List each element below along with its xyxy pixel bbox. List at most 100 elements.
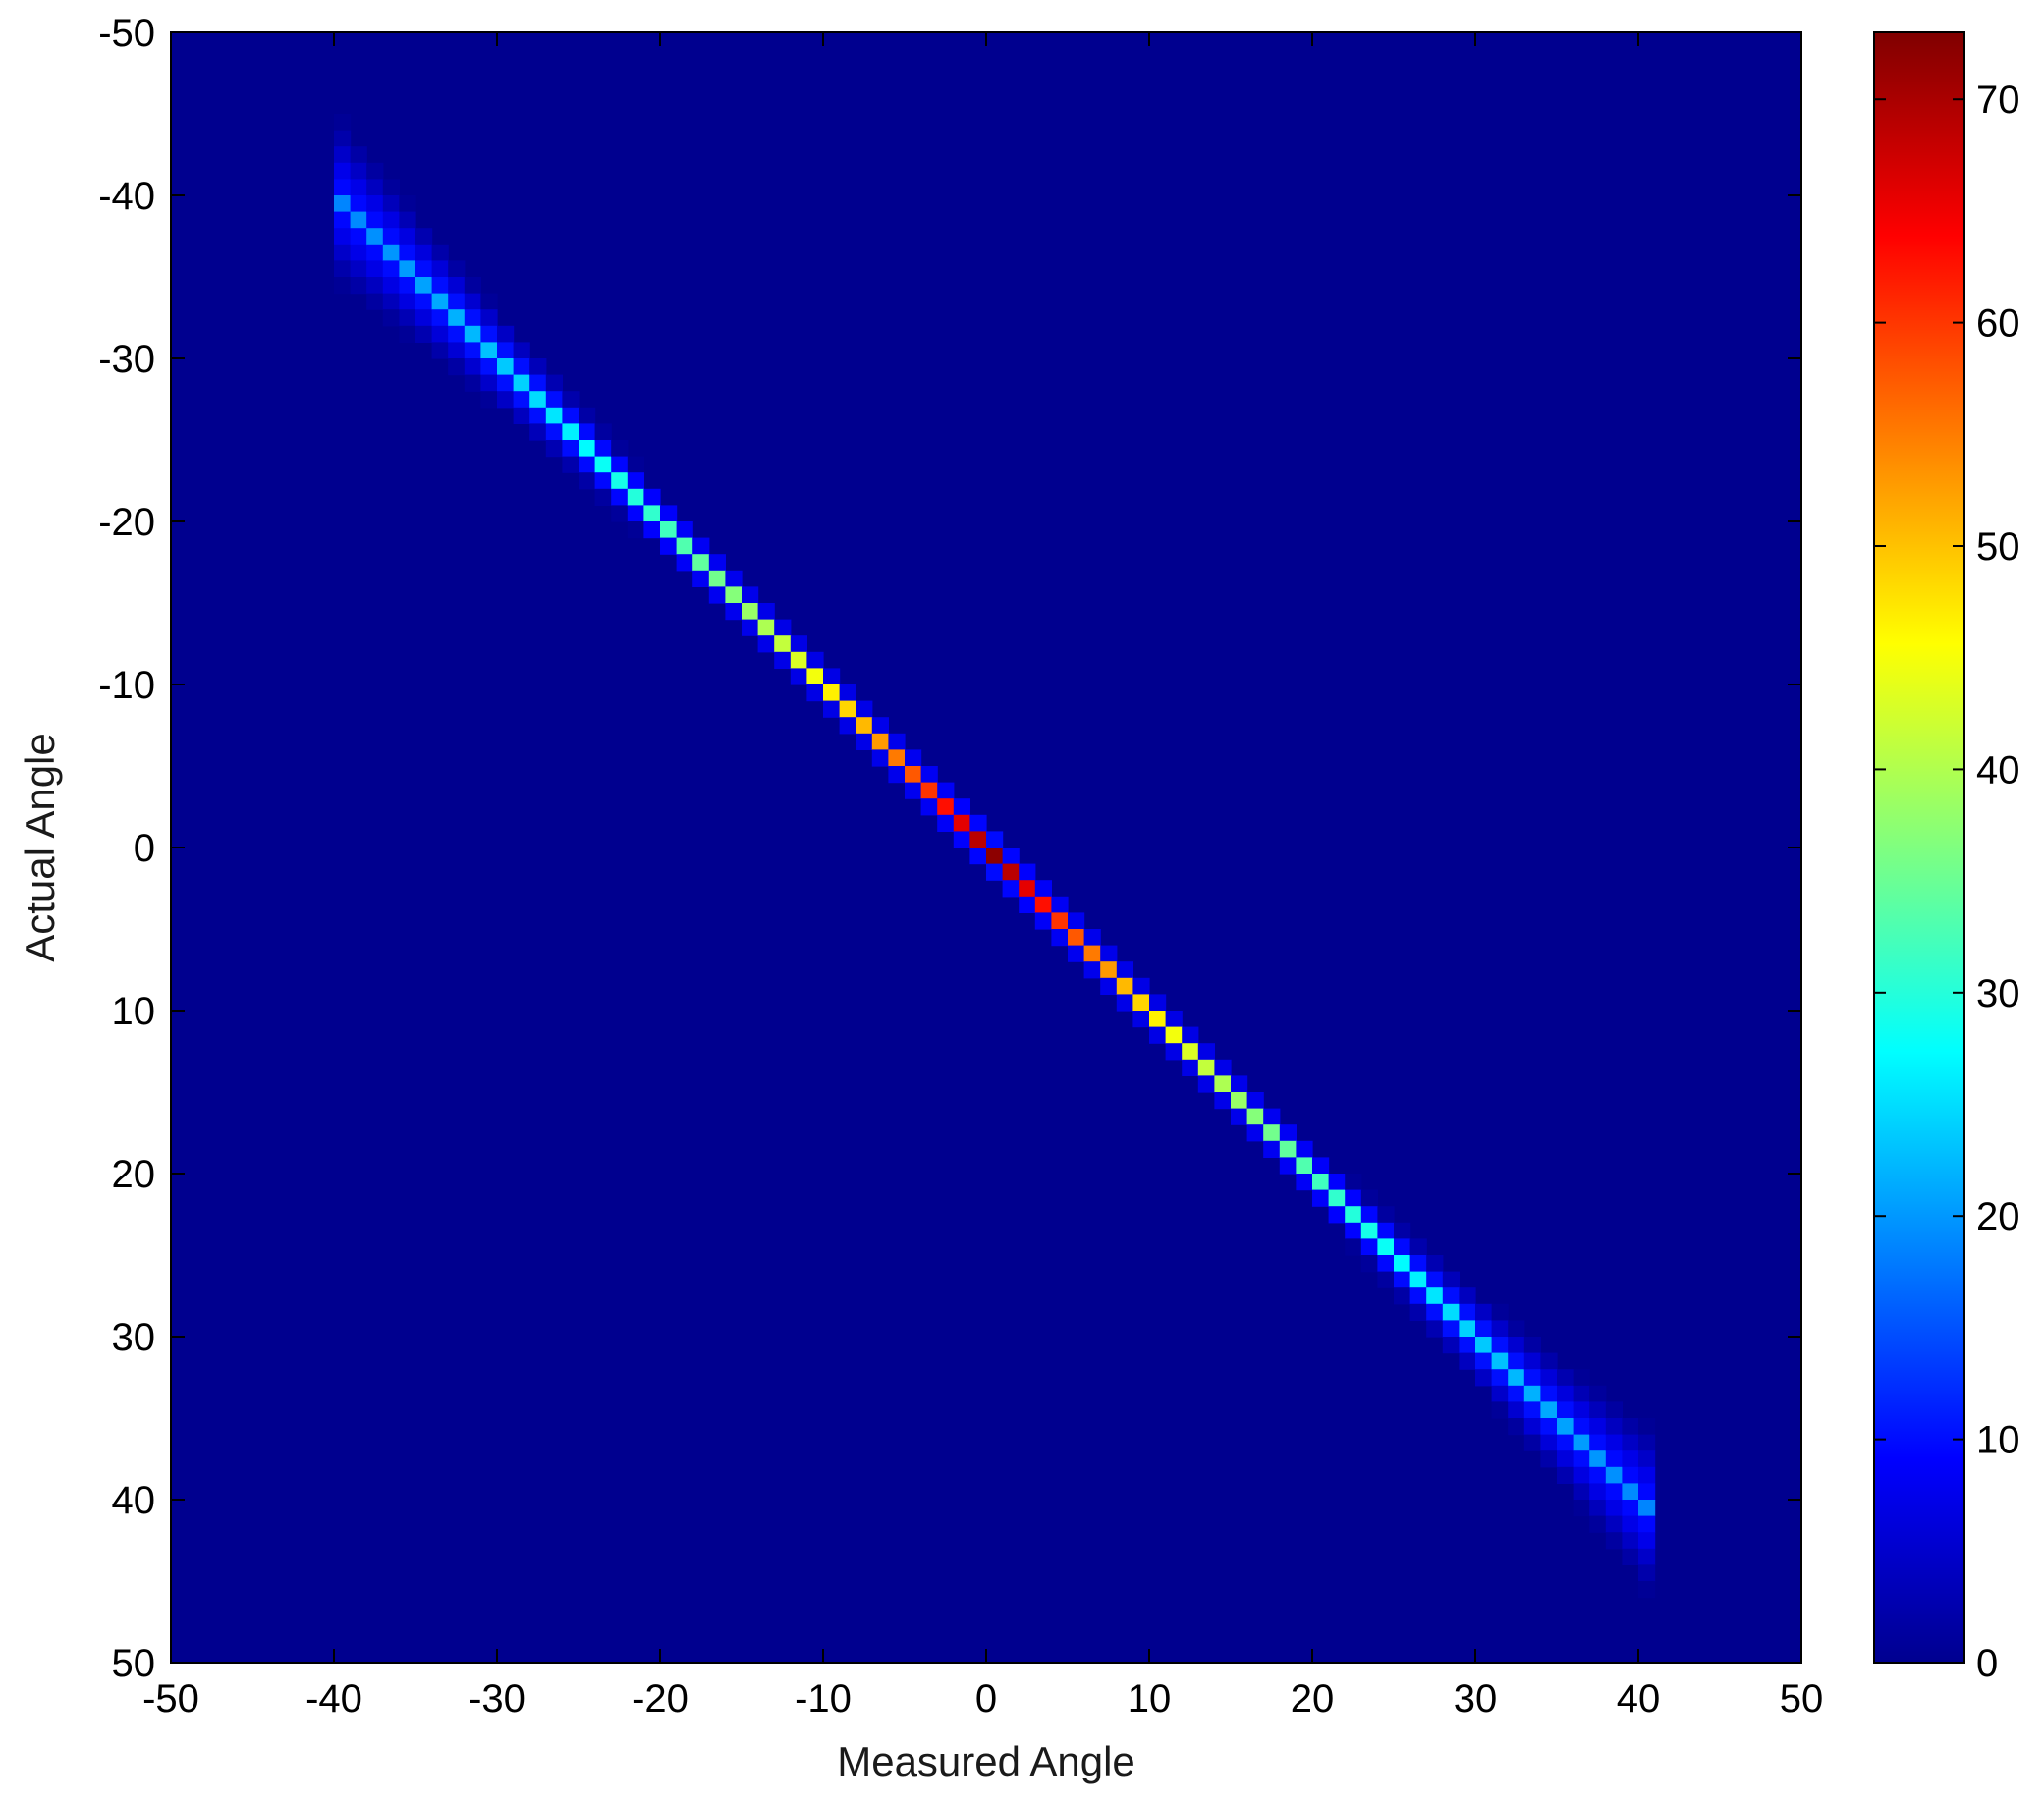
heatmap-cell [1540, 1369, 1558, 1387]
heatmap-cell [839, 700, 856, 718]
x-tick-label: -50 [142, 1677, 199, 1721]
heatmap-cell [1491, 1320, 1509, 1338]
heatmap-cell [1589, 1401, 1607, 1419]
y-tick-label: 30 [112, 1316, 156, 1359]
heatmap-cell [806, 684, 824, 702]
heatmap-cell [1442, 1287, 1460, 1305]
heatmap-cell [1377, 1222, 1395, 1239]
heatmap-cell [1165, 1043, 1183, 1061]
heatmap-cell [611, 472, 629, 490]
heatmap-cell [350, 211, 367, 229]
heatmap-cell [757, 619, 775, 636]
heatmap-cell [920, 766, 938, 784]
heatmap-cell [415, 277, 433, 295]
heatmap-cell [1442, 1271, 1460, 1288]
heatmap-cell [399, 325, 416, 343]
heatmap-cell [1573, 1401, 1590, 1419]
heatmap-cell [1051, 912, 1069, 930]
heatmap-cell [415, 309, 433, 327]
heatmap-cell [448, 260, 466, 278]
heatmap-cell [856, 700, 873, 718]
heatmap-cell [1312, 1174, 1330, 1191]
heatmap-cell [399, 228, 416, 246]
heatmap-cell [545, 440, 563, 458]
heatmap-cell [1589, 1515, 1607, 1533]
heatmap-cell [1442, 1303, 1460, 1321]
heatmap-cell [888, 766, 906, 784]
heatmap-cell [627, 488, 644, 506]
heatmap-cell [350, 244, 367, 261]
heatmap-cell [1475, 1320, 1493, 1338]
heatmap-cell [1508, 1401, 1525, 1419]
heatmap-cell [611, 456, 629, 473]
heatmap-cell [334, 211, 352, 229]
x-tick-label: -20 [632, 1677, 689, 1721]
y-axis: -50 -40 -30 -20 -10 0 10 20 30 40 50 [98, 12, 1801, 1685]
heatmap-cell [366, 260, 384, 278]
colorbar-axis: 0 10 20 30 40 50 60 70 [1874, 79, 2020, 1685]
x-tick-label: -40 [305, 1677, 362, 1721]
heatmap-cell [1083, 945, 1101, 962]
heatmap-cell [464, 325, 481, 343]
heatmap-cell [545, 391, 563, 409]
heatmap-cell [350, 228, 367, 246]
heatmap-cell [594, 440, 612, 458]
heatmap-cell [1231, 1092, 1248, 1110]
heatmap-cell [1409, 1271, 1427, 1288]
heatmap-cell [1638, 1466, 1656, 1484]
heatmap-cell [856, 717, 873, 735]
heatmap-cell [1589, 1385, 1607, 1402]
heatmap-cell [562, 423, 580, 441]
heatmap-cell [497, 342, 515, 359]
heatmap-cell [871, 749, 889, 767]
heatmap-cell [1182, 1043, 1199, 1061]
heatmap-cell [1279, 1140, 1297, 1158]
heatmap-cell [1508, 1352, 1525, 1370]
heatmap-cell [708, 570, 726, 587]
heatmap-cell [1638, 1450, 1656, 1468]
heatmap-cell [1394, 1271, 1411, 1288]
heatmap-cell [480, 391, 498, 409]
heatmap-cell [1394, 1287, 1411, 1305]
heatmap-cell [1360, 1206, 1378, 1224]
heatmap-cell [334, 244, 352, 261]
heatmap-cell [1605, 1466, 1623, 1484]
heatmap-cell [1605, 1515, 1623, 1533]
heatmap-cell [790, 635, 807, 653]
heatmap-cell [497, 374, 515, 392]
heatmap-cell [448, 293, 466, 310]
heatmap-cell [1394, 1238, 1411, 1256]
heatmap-cell [1116, 961, 1133, 979]
colorbar-tick-label: 10 [1976, 1419, 2020, 1462]
heatmap-cell [382, 260, 400, 278]
heatmap-cell [1540, 1418, 1558, 1436]
heatmap-cell [1622, 1500, 1639, 1517]
heatmap-cell [1019, 880, 1036, 898]
heatmap-cell [1475, 1337, 1493, 1354]
heatmap-cell [1475, 1303, 1493, 1321]
heatmap-cell [513, 374, 530, 392]
heatmap-cell [1638, 1581, 1656, 1599]
heatmap-cell [1409, 1255, 1427, 1273]
heatmap-cell [806, 651, 824, 669]
heatmap-cell [1523, 1434, 1541, 1451]
heatmap-cell [1279, 1157, 1297, 1175]
heatmap-cell [431, 277, 449, 295]
heatmap-cell [1360, 1238, 1378, 1256]
x-tick-label: 0 [975, 1677, 997, 1721]
heatmap-cell [1573, 1369, 1590, 1387]
y-tick-label: -30 [98, 338, 155, 381]
heatmap-cell [448, 277, 466, 295]
heatmap-cell [1491, 1303, 1509, 1321]
heatmap-cell [1638, 1564, 1656, 1582]
heatmap-cell [1491, 1337, 1509, 1354]
heatmap-cell [1540, 1450, 1558, 1468]
heatmap-cell [1394, 1222, 1411, 1239]
heatmap-cell [480, 342, 498, 359]
heatmap-cell [1605, 1401, 1623, 1419]
heatmap-cell [431, 309, 449, 327]
heatmap-cell [806, 668, 824, 685]
heatmap-cell [431, 244, 449, 261]
heatmap-cell [660, 537, 678, 555]
heatmap-cell [725, 570, 743, 587]
